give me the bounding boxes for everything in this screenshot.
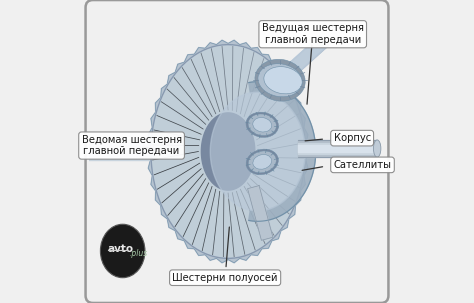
Text: Ведущая шестерня
главной передачи: Ведущая шестерня главной передачи [262,23,364,45]
Ellipse shape [264,67,302,94]
Ellipse shape [248,114,276,135]
FancyBboxPatch shape [86,0,388,303]
Text: Корпус: Корпус [334,133,371,143]
Text: Шестерни полуосей: Шестерни полуосей [173,273,278,283]
Polygon shape [201,113,255,190]
Polygon shape [151,45,305,258]
Text: avto: avto [107,244,133,254]
Ellipse shape [253,155,272,169]
Text: .plus: .plus [129,249,147,258]
Ellipse shape [258,64,302,97]
Polygon shape [154,48,302,255]
Ellipse shape [374,140,381,157]
Polygon shape [247,186,273,240]
Ellipse shape [253,118,272,132]
Ellipse shape [246,112,278,137]
Text: Сателлиты: Сателлиты [334,160,392,170]
Polygon shape [276,36,328,85]
Ellipse shape [100,224,145,278]
Ellipse shape [246,149,278,175]
Polygon shape [210,92,305,211]
Ellipse shape [255,59,305,101]
Polygon shape [147,40,309,263]
Text: Ведомая шестерня
главной передачи: Ведомая шестерня главной передачи [82,135,182,156]
Ellipse shape [248,151,276,173]
Polygon shape [249,82,316,221]
